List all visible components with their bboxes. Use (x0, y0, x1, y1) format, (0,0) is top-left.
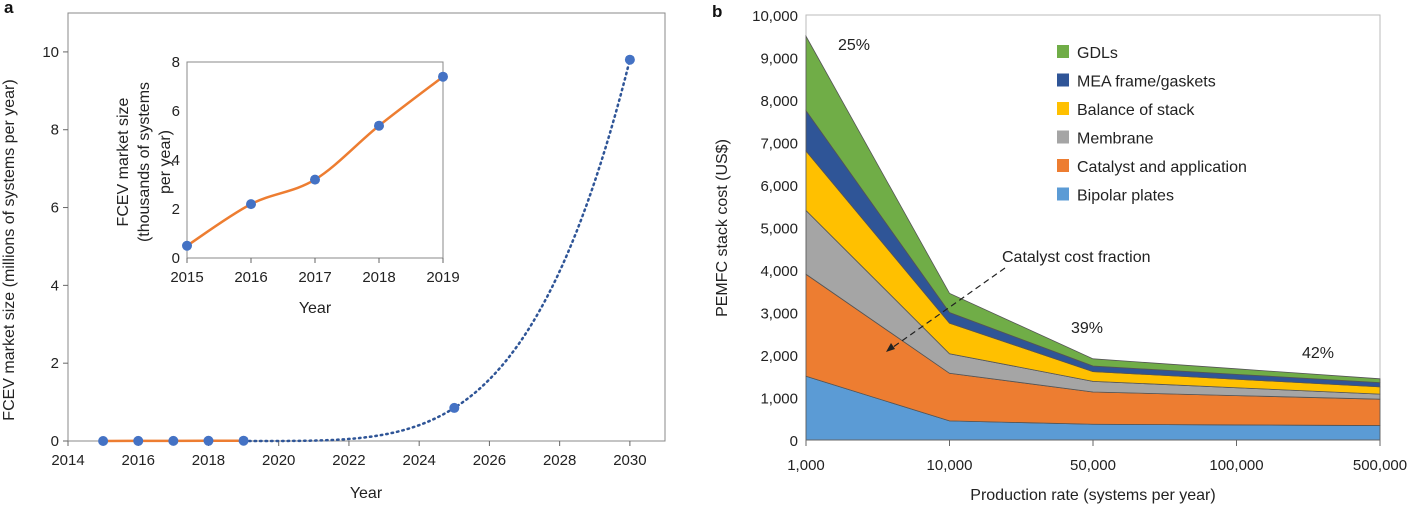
inset-x-tick-label: 2017 (298, 269, 331, 286)
legend-label: GDLs (1077, 45, 1118, 62)
y-tick-label: 3,000 (760, 306, 798, 323)
legend-item: GDLs (1057, 45, 1118, 62)
panel-a-label: a (4, 0, 14, 17)
catalyst-fraction-arrow (888, 267, 1006, 351)
y-tick-label: 10,000 (752, 8, 798, 25)
inset-x-axis-label: Year (299, 300, 332, 317)
legend-item: Balance of stack (1057, 102, 1195, 119)
inset-y-axis-label-3: per year) (157, 130, 174, 194)
y-tick-label: 0 (51, 433, 59, 450)
legend-item: Catalyst and application (1057, 159, 1247, 176)
x-tick-label: 2030 (613, 452, 646, 469)
inset-y-tick-label: 2 (172, 201, 180, 218)
x-tick-label: 1,000 (787, 457, 825, 474)
y-tick-label: 10 (42, 44, 59, 61)
y-tick-label: 4 (51, 277, 59, 294)
arrowhead-icon (886, 343, 895, 352)
data-point (133, 435, 144, 446)
panel-b-y-axis-label: PEMFC stack cost (US$) (714, 139, 731, 317)
x-tick-label: 2020 (262, 452, 295, 469)
legend-label: Catalyst and application (1077, 159, 1247, 176)
inset-x-tick-label: 2016 (234, 269, 267, 286)
y-tick-label: 5,000 (760, 221, 798, 238)
y-tick-label: 9,000 (760, 51, 798, 68)
y-tick-label: 0 (790, 433, 798, 450)
data-point (203, 435, 214, 446)
legend: GDLs MEA frame/gaskets Balance of stack Mem… (1057, 45, 1247, 205)
y-tick-label: 8 (51, 122, 59, 139)
inset-data-point (246, 199, 256, 210)
legend-swatch (1057, 130, 1069, 144)
inset-data-point (182, 240, 192, 251)
area-gdls (805, 34, 1381, 384)
x-tick-label: 2016 (122, 452, 155, 469)
legend-swatch (1057, 73, 1069, 87)
panel-b-x-axis-label: Production rate (systems per year) (970, 487, 1215, 504)
inset-x-tick-label: 2018 (362, 269, 395, 286)
x-tick-label: 50,000 (1070, 457, 1116, 474)
inset-y-tick-label: 4 (172, 152, 180, 169)
y-tick-label: 8,000 (760, 93, 798, 110)
data-point (98, 435, 109, 446)
y-tick-label: 2,000 (760, 348, 798, 365)
inset-data-point (374, 120, 384, 131)
x-tick-label: 2026 (473, 452, 506, 469)
legend-label: MEA frame/gaskets (1077, 74, 1216, 91)
legend-swatch (1057, 102, 1069, 115)
y-tick-label: 6,000 (760, 178, 798, 195)
panel-a-x-axis-label: Year (350, 485, 383, 502)
y-tick-label: 1,000 (760, 391, 798, 408)
legend-swatch (1057, 187, 1069, 201)
x-tick-label: 100,000 (1209, 457, 1263, 474)
legend-swatch (1057, 45, 1069, 58)
panel-a-frame (67, 12, 666, 442)
data-point (238, 435, 249, 446)
percent-label-1000: 25% (838, 37, 870, 54)
y-tick-label: 2 (51, 355, 59, 372)
legend-item: Bipolar plates (1057, 187, 1174, 205)
y-tick-label: 7,000 (760, 136, 798, 153)
x-tick-label: 2022 (332, 452, 365, 469)
x-tick-label: 2028 (543, 452, 576, 469)
x-tick-label: 500,000 (1353, 457, 1407, 474)
panel-a-y-axis-label: FCEV market size (millions of systems pe… (1, 79, 18, 420)
panel-b-label: b (712, 2, 722, 21)
data-point (624, 54, 635, 65)
inset-x-tick-label: 2019 (426, 269, 459, 286)
inset-chart: 2015 2016 2017 2018 2019 0 2 4 6 8 (170, 54, 459, 286)
inset-y-axis-label-2: (thousands of systems (136, 82, 153, 242)
inset-frame (186, 61, 444, 259)
percent-label-50000: 39% (1071, 320, 1103, 337)
legend-swatch (1057, 159, 1069, 172)
inset-y-tick-label: 0 (172, 250, 180, 267)
x-tick-label: 2014 (51, 452, 84, 469)
legend-label: Balance of stack (1077, 102, 1195, 119)
inset-data-point (310, 174, 320, 185)
x-tick-label: 2024 (402, 452, 435, 469)
x-tick-label: 10,000 (927, 457, 973, 474)
legend-item: Membrane (1057, 130, 1154, 148)
data-point (168, 435, 179, 446)
y-tick-label: 6 (51, 200, 59, 217)
panel-a: 2014 2016 2018 2020 2022 2024 2026 2028 2030 0 2 4 6… (42, 12, 666, 469)
y-tick-label: 4,000 (760, 263, 798, 280)
inset-x-tick-label: 2015 (170, 269, 203, 286)
catalyst-fraction-label: Catalyst cost fraction (1002, 249, 1151, 266)
percent-label-500000: 42% (1302, 345, 1334, 362)
inset-y-axis-label-1: FCEV market size (115, 97, 132, 226)
inset-y-tick-label: 6 (172, 103, 180, 120)
inset-data-point (438, 71, 448, 82)
data-point (449, 402, 460, 413)
legend-item: MEA frame/gaskets (1057, 73, 1216, 91)
legend-label: Membrane (1077, 131, 1154, 148)
legend-label: Bipolar plates (1077, 188, 1174, 205)
x-tick-label: 2018 (192, 452, 225, 469)
panel-b: 0 1,000 2,000 3,000 4,000 5,000 6,000 7,000 8,00… (752, 8, 1407, 474)
inset-y-tick-label: 8 (172, 54, 180, 71)
